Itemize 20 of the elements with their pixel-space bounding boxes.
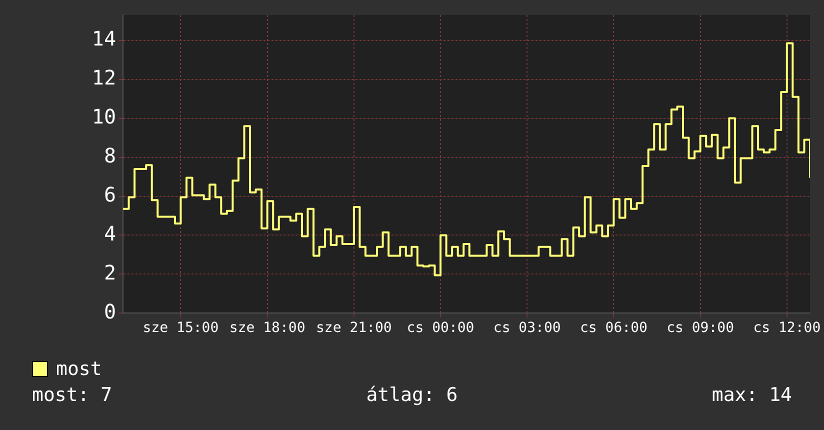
- text: átlag: 6: [366, 384, 458, 406]
- y-tick-label: 8: [104, 143, 116, 168]
- x-tick-label: sze 18:00: [229, 320, 306, 336]
- text: most: 7: [32, 384, 112, 406]
- y-tick-label: 0: [104, 299, 116, 324]
- text: max: 14: [712, 384, 792, 406]
- x-tick-label: cs 03:00: [493, 320, 561, 336]
- y-tick-label: 10: [92, 104, 116, 128]
- y-tick-label: 6: [104, 182, 116, 206]
- x-tick-label: cs 00:00: [406, 320, 474, 336]
- x-tick-label: cs 06:00: [580, 320, 648, 336]
- y-tick-label: 14: [92, 26, 116, 51]
- y-tick-label: 2: [104, 260, 116, 284]
- x-tick-label: sze 15:00: [142, 320, 219, 336]
- y-tick-label: 12: [92, 66, 116, 90]
- x-tick-label: cs 09:00: [666, 320, 734, 336]
- legend-label: most: [56, 358, 102, 380]
- y-tick-label: 4: [104, 221, 116, 246]
- x-tick-label: sze 21:00: [316, 320, 392, 336]
- x-tick-label: cs 12:00: [753, 320, 821, 336]
